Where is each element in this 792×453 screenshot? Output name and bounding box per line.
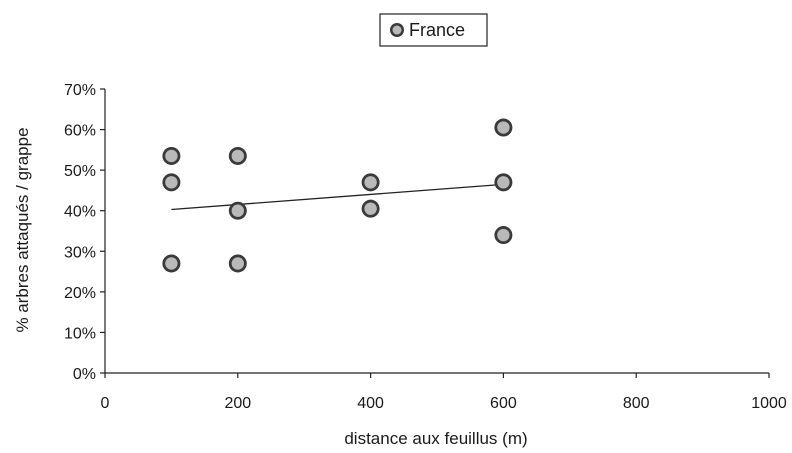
data-point-fill <box>364 202 377 215</box>
legend-marker-inner <box>392 25 402 35</box>
trendline <box>171 183 504 211</box>
y-tick-label: 40% <box>64 204 96 221</box>
data-point <box>228 201 247 220</box>
legend-label: France <box>409 20 465 40</box>
data-point-fill <box>364 176 377 189</box>
trendline-group <box>171 183 504 211</box>
x-tick-label: 1000 <box>751 395 787 412</box>
data-point <box>361 199 380 218</box>
data-point-fill <box>497 228 510 242</box>
data-point-fill <box>165 176 178 189</box>
points-group <box>162 118 513 273</box>
data-point <box>361 173 380 192</box>
y-tick-label: 30% <box>64 244 96 261</box>
y-tick-label: 70% <box>64 82 96 99</box>
data-point <box>228 146 247 165</box>
data-point-fill <box>231 257 244 270</box>
y-tick-label: 60% <box>64 123 96 140</box>
x-tick-label: 0 <box>101 395 110 412</box>
axes <box>104 89 769 374</box>
ticks: 0% 10% 20% 30% 40% 50% 60% 70% 0 200 400 600 800 1000 <box>64 82 787 412</box>
data-point <box>494 226 513 245</box>
y-tick-label: 20% <box>64 285 96 302</box>
x-tick-label: 200 <box>224 395 251 412</box>
y-axis-title: % arbres attaqués / grappe <box>13 127 32 332</box>
x-axis-title: distance aux feuillus (m) <box>344 429 527 448</box>
data-point-fill <box>165 149 178 163</box>
y-tick-label: 50% <box>64 163 96 180</box>
data-point-fill <box>231 149 244 163</box>
y-tick-label: 0% <box>73 366 96 383</box>
data-point <box>228 254 247 273</box>
data-point <box>494 173 513 192</box>
data-point <box>162 254 181 273</box>
data-point <box>162 173 181 192</box>
data-point-fill <box>165 257 178 270</box>
x-tick-label: 800 <box>623 395 650 412</box>
data-point-fill <box>231 204 244 217</box>
legend: France <box>379 13 488 47</box>
x-tick-label: 600 <box>490 395 517 412</box>
data-point-fill <box>497 176 510 189</box>
data-point <box>162 146 181 165</box>
data-point <box>494 118 513 137</box>
data-point-fill <box>497 121 510 134</box>
x-tick-label: 400 <box>357 395 384 412</box>
y-tick-label: 10% <box>64 325 96 342</box>
